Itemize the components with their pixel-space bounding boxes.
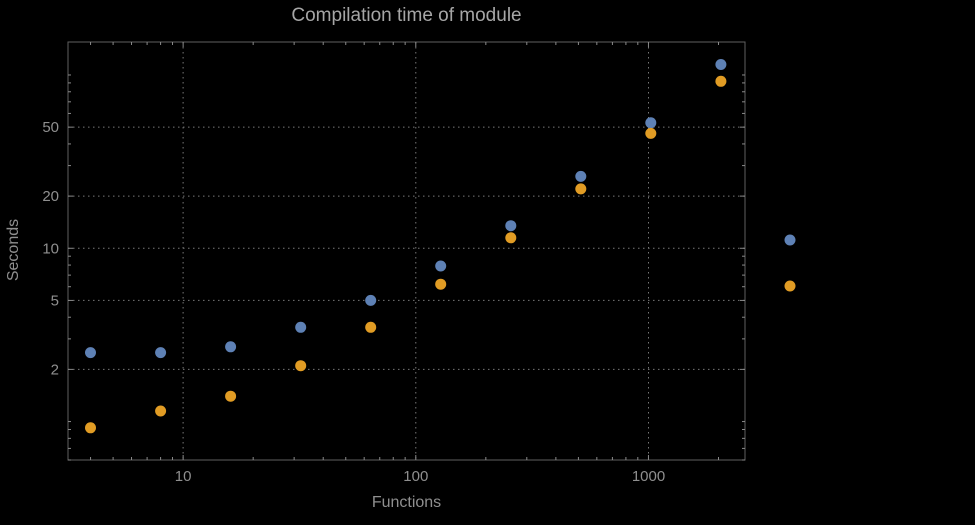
data-point-series-blue <box>645 117 657 129</box>
data-point-series-orange <box>645 127 657 139</box>
legend-marker-series-blue <box>784 234 796 246</box>
y-tick-label: 5 <box>51 292 59 309</box>
data-point-series-orange <box>295 360 307 372</box>
data-point-series-blue <box>575 170 587 182</box>
data-point-series-orange <box>435 278 447 290</box>
x-tick-label: 1000 <box>632 468 665 485</box>
plot-frame <box>67 41 746 461</box>
y-tick-label: 50 <box>42 119 59 136</box>
data-point-series-blue <box>435 260 447 272</box>
data-point-series-orange <box>715 75 727 87</box>
data-point-series-blue <box>85 347 96 359</box>
x-axis-label: Functions <box>371 494 442 511</box>
y-tick-label: 10 <box>42 240 59 257</box>
chart-title: Compilation time of module <box>291 5 522 26</box>
data-point-series-blue <box>365 294 377 306</box>
data-point-series-orange <box>85 422 96 434</box>
data-point-series-blue <box>155 347 167 359</box>
data-point-series-blue <box>295 321 307 333</box>
data-point-series-blue <box>225 341 237 353</box>
x-tick-label: 10 <box>175 468 192 485</box>
y-axis-label: Seconds <box>5 218 22 282</box>
data-point-series-orange <box>505 232 517 244</box>
data-point-series-blue <box>505 220 517 232</box>
x-tick-label: 100 <box>403 468 428 485</box>
data-point-series-blue <box>715 59 727 70</box>
y-tick-label: 20 <box>42 188 59 205</box>
data-point-series-orange <box>225 390 237 402</box>
data-point-series-orange <box>365 321 377 333</box>
data-point-series-orange <box>155 405 167 417</box>
data-point-series-orange <box>575 183 587 195</box>
legend-marker-series-orange <box>784 280 796 292</box>
y-tick-label: 2 <box>51 361 59 378</box>
